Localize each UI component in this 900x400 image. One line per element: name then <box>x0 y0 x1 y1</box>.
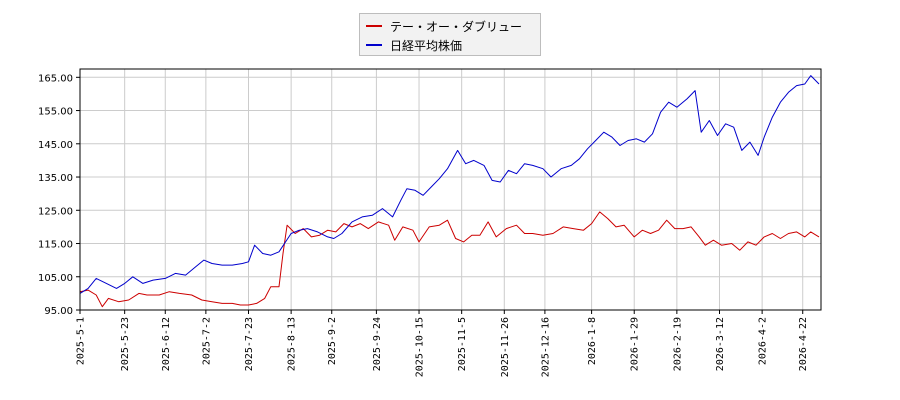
x-tick-label: 2025-6-12 <box>161 317 172 371</box>
legend-label-nikkei: 日経平均株価 <box>390 38 463 53</box>
x-tick-label: 2025-11-26 <box>500 317 511 377</box>
x-tick-label: 2025-9-2 <box>327 317 338 365</box>
gridlines <box>79 69 821 311</box>
x-tick-label: 2025-7-2 <box>201 317 212 365</box>
y-tick-label: 165.00 <box>38 73 73 84</box>
x-tick-label: 2025-12-16 <box>540 317 551 377</box>
legend: テー・オー・ダブリュー 日経平均株価 <box>359 13 541 56</box>
x-tick-label: 2025-9-24 <box>372 317 383 371</box>
x-tick-label: 2025-5-1 <box>76 317 87 365</box>
legend-swatch-red <box>366 25 382 27</box>
y-tick-label: 155.00 <box>38 107 73 118</box>
x-tick-label: 2026-2-19 <box>672 317 683 371</box>
x-tick-label: 2025-11-5 <box>457 317 468 371</box>
x-tick-label: 2026-1-29 <box>630 317 641 371</box>
x-tick-label: 2026-4-2 <box>758 317 769 365</box>
x-tick-label: 2025-7-23 <box>244 317 255 371</box>
legend-entry-tow: テー・オー・ダブリュー <box>366 17 522 35</box>
x-tick-label: 2026-4-22 <box>798 317 809 371</box>
series-line-nikkei <box>79 75 820 294</box>
legend-swatch-blue <box>366 44 382 46</box>
series-lines <box>79 75 820 308</box>
y-tick-label: 125.00 <box>38 206 73 217</box>
x-tick-label: 2025-5-23 <box>120 317 131 371</box>
axis-ticks: 95.00 105.00 115.00 125.00 135.00 145.00 155.0… <box>38 73 809 377</box>
plot-area-frame <box>79 68 822 311</box>
x-tick-label: 2025-8-13 <box>287 317 298 371</box>
legend-entry-nikkei: 日経平均株価 <box>366 36 462 54</box>
x-tick-label: 2026-1-8 <box>587 317 598 365</box>
y-tick-label: 95.00 <box>44 306 73 317</box>
y-tick-label: 115.00 <box>38 240 73 251</box>
y-tick-label: 145.00 <box>38 140 73 151</box>
legend-label-tow: テー・オー・ダブリュー <box>390 19 523 34</box>
y-tick-label: 135.00 <box>38 173 73 184</box>
series-line-tow <box>79 211 820 308</box>
x-tick-label: 2025-10-15 <box>415 317 426 377</box>
y-tick-label: 105.00 <box>38 273 73 284</box>
x-tick-label: 2026-3-12 <box>715 317 726 371</box>
